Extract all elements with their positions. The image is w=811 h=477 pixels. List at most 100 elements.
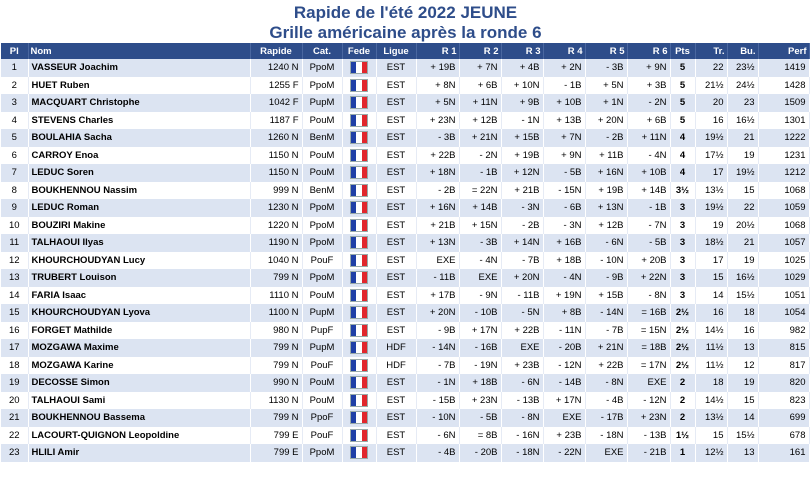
tiebreak-bu-cell: 21	[727, 234, 759, 252]
round-result-cell: + 14N	[501, 234, 544, 252]
round-result-cell: - 3B	[585, 59, 628, 77]
table-row: 11 TALHAOUI Ilyas 1190 N PpoM EST + 13N - 3B + …	[1, 234, 810, 252]
performance-cell: 820	[758, 374, 810, 392]
column-header: Rapide	[250, 43, 303, 59]
round-result-cell: - 9B	[585, 269, 628, 287]
federation-cell	[342, 391, 377, 409]
category-cell: PupM	[302, 304, 343, 322]
league-cell: EST	[376, 199, 417, 217]
round-result-cell: - 8N	[585, 374, 628, 392]
player-name: HUET Ruben	[28, 76, 251, 94]
table-row: 17 MOZGAWA Maxime 799 N PupM HDF - 14N - 16B EX…	[1, 339, 810, 357]
league-cell: EST	[376, 374, 417, 392]
round-result-cell: + 23N	[459, 391, 502, 409]
points-cell: 5	[670, 94, 696, 112]
table-row: 6 CARROY Enoa 1150 N PouM EST + 22B - 2N + 19B +…	[1, 146, 810, 164]
federation-cell	[342, 269, 377, 287]
performance-cell: 1054	[758, 304, 810, 322]
round-result-cell: = 8B	[459, 426, 502, 444]
table-row: 10 BOUZIRI Makine 1220 N PpoM EST + 21B + 15N -…	[1, 216, 810, 234]
rating-cell: 799 N	[250, 356, 303, 374]
table-row: 14 FARIA Isaac 1110 N PouM EST + 17B - 9N - 11B…	[1, 286, 810, 304]
france-flag-icon	[350, 96, 368, 110]
tiebreak-bu-cell: 16	[727, 321, 759, 339]
round-result-cell: - 20B	[543, 339, 586, 357]
round-result-cell: - 2B	[416, 181, 460, 199]
player-name: KHOURCHOUDYAN Lucy	[28, 251, 251, 269]
round-result-cell: - 3N	[501, 199, 544, 217]
round-result-cell: - 15N	[543, 181, 586, 199]
column-header: Fede	[342, 43, 377, 59]
table-row: 9 LEDUC Roman 1230 N PpoM EST + 16N + 14B - 3N -…	[1, 199, 810, 217]
points-cell: 3	[670, 269, 696, 287]
tiebreak-bu-cell: 12	[727, 356, 759, 374]
france-flag-icon	[350, 271, 368, 285]
round-result-cell: + 19B	[501, 146, 544, 164]
league-cell: EST	[376, 164, 417, 182]
tiebreak-tr-cell: 15	[695, 269, 728, 287]
points-cell: 3½	[670, 181, 696, 199]
round-result-cell: - 6N	[416, 426, 460, 444]
round-result-cell: + 3B	[627, 76, 671, 94]
category-cell: PouM	[302, 111, 343, 129]
round-result-cell: + 15N	[459, 216, 502, 234]
performance-cell: 1301	[758, 111, 810, 129]
player-name: STEVENS Charles	[28, 111, 251, 129]
player-name: LACOURT-QUIGNON Leopoldine	[28, 426, 251, 444]
rating-cell: 990 N	[250, 374, 303, 392]
tiebreak-tr-cell: 17½	[695, 146, 728, 164]
round-result-cell: - 5B	[627, 234, 671, 252]
round-result-cell: - 3B	[459, 234, 502, 252]
tiebreak-tr-cell: 13½	[695, 181, 728, 199]
player-name: LEDUC Soren	[28, 164, 251, 182]
table-row: 22 LACOURT-QUIGNON Leopoldine 799 E PouF EST…	[1, 426, 810, 444]
league-cell: EST	[376, 234, 417, 252]
round-result-cell: - 14N	[585, 304, 628, 322]
federation-cell	[342, 321, 377, 339]
round-result-cell: + 14B	[459, 199, 502, 217]
round-result-cell: - 11B	[501, 286, 544, 304]
category-cell: PpoM	[302, 269, 343, 287]
rank-cell: 15	[1, 304, 29, 322]
round-result-cell: + 9B	[501, 94, 544, 112]
tiebreak-bu-cell: 21	[727, 129, 759, 147]
table-row: 16 FORGET Mathilde 980 N PupF EST - 9B + 17N + …	[1, 321, 810, 339]
category-cell: PouM	[302, 374, 343, 392]
round-result-cell: - 13B	[627, 426, 671, 444]
round-result-cell: + 10B	[543, 94, 586, 112]
round-result-cell: - 4N	[459, 251, 502, 269]
table-row: 15 KHOURCHOUDYAN Lyova 1100 N PupM EST + 20N -…	[1, 304, 810, 322]
round-result-cell: - 17B	[585, 409, 628, 427]
performance-cell: 1025	[758, 251, 810, 269]
tiebreak-bu-cell: 20½	[727, 216, 759, 234]
rank-cell: 11	[1, 234, 29, 252]
league-cell: EST	[376, 286, 417, 304]
round-result-cell: - 4N	[543, 269, 586, 287]
category-cell: PpoM	[302, 444, 343, 462]
tiebreak-tr-cell: 19½	[695, 199, 728, 217]
france-flag-icon	[350, 131, 368, 145]
round-result-cell: + 13N	[585, 199, 628, 217]
round-result-cell: + 18B	[459, 374, 502, 392]
page-subtitle: Grille américaine après la ronde 6	[269, 23, 542, 42]
round-result-cell: - 7N	[627, 216, 671, 234]
tiebreak-tr-cell: 17	[695, 164, 728, 182]
column-header: Ligue	[376, 43, 417, 59]
column-header: R 1	[416, 43, 460, 59]
table-row: 20 TALHAOUI Sami 1130 N PouM EST - 15B + 23N - …	[1, 391, 810, 409]
round-result-cell: + 13B	[543, 111, 586, 129]
round-result-cell: - 12N	[627, 391, 671, 409]
round-result-cell: + 12N	[501, 164, 544, 182]
table-row: 12 KHOURCHOUDYAN Lucy 1040 N PouF EST EXE - 4N…	[1, 251, 810, 269]
federation-cell	[342, 286, 377, 304]
tiebreak-bu-cell: 15	[727, 181, 759, 199]
france-flag-icon	[350, 323, 368, 337]
points-cell: 2½	[670, 356, 696, 374]
round-result-cell: + 16N	[585, 164, 628, 182]
tiebreak-tr-cell: 16	[695, 111, 728, 129]
france-flag-icon	[350, 113, 368, 127]
player-name: BOUKHENNOU Bassema	[28, 409, 251, 427]
tiebreak-bu-cell: 23½	[727, 59, 759, 77]
player-name: MOZGAWA Maxime	[28, 339, 251, 357]
round-result-cell: - 6N	[501, 374, 544, 392]
